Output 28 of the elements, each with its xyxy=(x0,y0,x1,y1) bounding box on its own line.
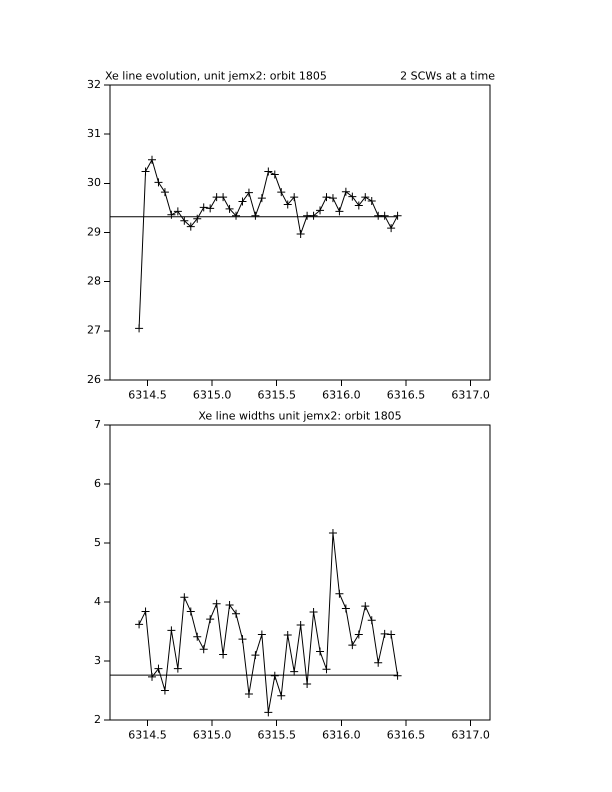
y-tick-label: 26 xyxy=(87,372,101,386)
y-tick-label: 4 xyxy=(94,594,101,608)
chart-title: Xe line widths unit jemx2: orbit 1805 xyxy=(198,409,402,422)
x-tick-label: 6314.5 xyxy=(128,388,167,402)
y-tick-label: 28 xyxy=(87,274,101,288)
x-tick-label: 6315.5 xyxy=(257,728,296,742)
x-tick-label: 6316.5 xyxy=(386,728,426,742)
y-tick-label: 31 xyxy=(87,127,101,140)
y-tick-label: 32 xyxy=(87,78,101,91)
x-tick-label: 6314.5 xyxy=(128,728,167,742)
y-tick-label: 29 xyxy=(87,225,101,238)
x-tick-label: 6317.0 xyxy=(451,728,490,742)
x-tick-label: 6316.0 xyxy=(322,388,361,402)
chart-subtitle: 2 SCWs at a time xyxy=(400,69,496,82)
y-tick-label: 30 xyxy=(87,176,101,190)
y-tick-label: 7 xyxy=(94,418,101,431)
x-tick-label: 6317.0 xyxy=(451,388,490,402)
x-tick-label: 6315.5 xyxy=(257,388,296,402)
x-tick-label: 6315.0 xyxy=(192,728,232,742)
y-tick-label: 6 xyxy=(94,476,101,490)
x-tick-label: 6316.0 xyxy=(322,728,361,742)
x-tick-label: 6315.0 xyxy=(192,388,232,402)
chart-title: Xe line evolution, unit jemx2: orbit 1805 xyxy=(105,69,327,82)
y-tick-label: 3 xyxy=(94,654,101,667)
y-tick-label: 5 xyxy=(94,536,101,549)
y-tick-label: 27 xyxy=(87,324,101,337)
x-tick-label: 6316.5 xyxy=(386,388,426,402)
y-tick-label: 2 xyxy=(94,712,101,726)
